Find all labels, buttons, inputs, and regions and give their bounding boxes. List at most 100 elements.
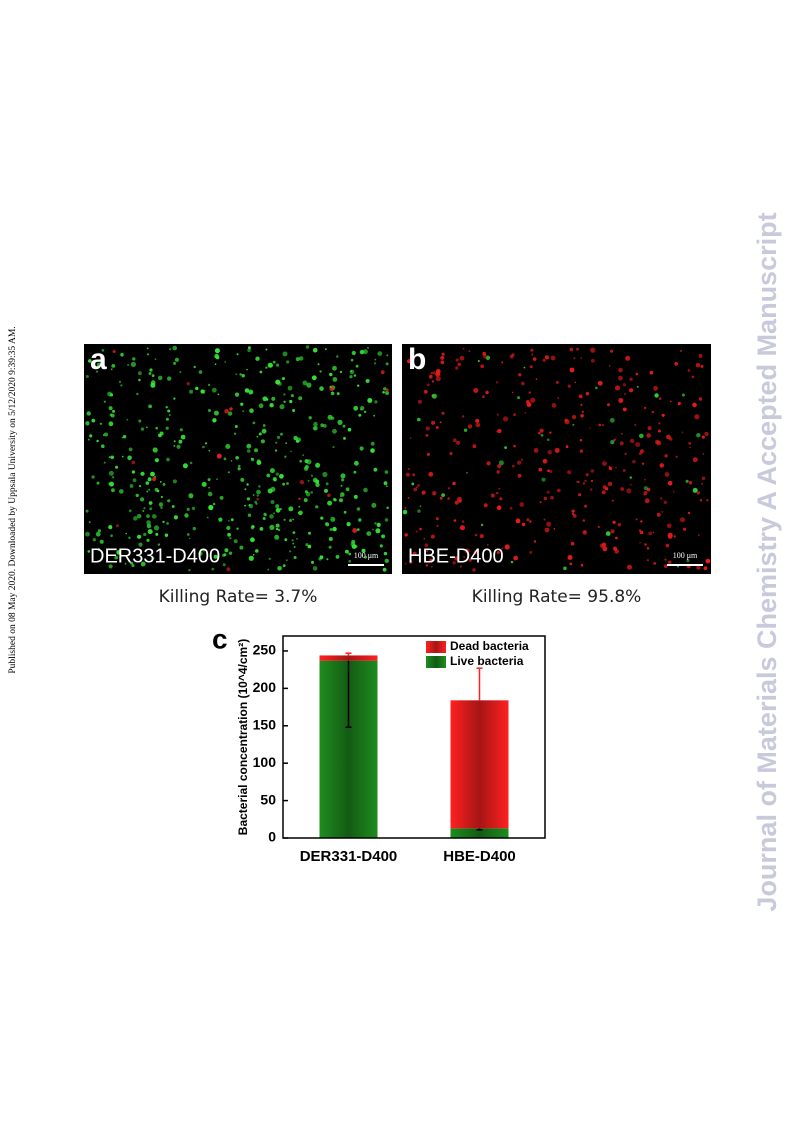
cell-dot (277, 381, 282, 386)
cell-dot (127, 364, 130, 366)
cell-dot (244, 488, 247, 491)
cell-dot (281, 377, 285, 381)
cell-dot (459, 355, 465, 361)
cell-dot (159, 431, 164, 436)
cell-dot (235, 456, 239, 460)
cell-dot (452, 481, 456, 486)
cell-dot (439, 496, 443, 500)
cell-dot (539, 428, 544, 433)
cell-dot (542, 459, 547, 463)
cell-dot (435, 426, 439, 429)
cell-dot (101, 348, 105, 352)
cell-dot (247, 513, 252, 517)
cell-dot (198, 370, 203, 374)
cell-dot (122, 435, 127, 439)
cell-dot (350, 370, 353, 373)
killing-rate: Killing Rate= 3.7% (159, 587, 318, 607)
cell-dot (279, 473, 284, 479)
cell-dot (217, 393, 220, 396)
cell-dot (569, 347, 574, 352)
cell-dot (365, 379, 370, 383)
cell-dot (345, 549, 349, 554)
cell-dot (618, 367, 623, 373)
cell-dot (640, 520, 643, 523)
cell-dot (240, 402, 244, 406)
cell-dot (353, 494, 358, 499)
cell-dot (503, 416, 509, 422)
cell-dot (622, 407, 627, 412)
cell-dot (327, 414, 333, 420)
cell-dot (148, 372, 152, 375)
cell-dot (258, 485, 261, 488)
cell-dot (677, 401, 681, 405)
cell-dot (604, 487, 609, 491)
cell-dot (532, 357, 537, 361)
cell-dot (108, 525, 113, 530)
cell-dot (108, 406, 113, 411)
cell-dot (225, 444, 231, 449)
cell-dot (513, 555, 519, 561)
cell-dot (353, 374, 357, 377)
cell-dot (149, 507, 153, 511)
cell-dot (115, 524, 119, 528)
cell-dot (249, 408, 254, 414)
cell-dot (648, 531, 652, 536)
cell-dot (138, 371, 142, 376)
panel-label: c (212, 623, 228, 654)
cell-dot (138, 378, 141, 382)
cell-dot (463, 556, 466, 558)
cell-dot (129, 484, 134, 488)
cell-dot (384, 518, 389, 522)
cell-dot (148, 501, 153, 505)
cell-dot (248, 503, 254, 509)
cell-dot (279, 508, 282, 510)
cell-dot (520, 381, 525, 386)
cell-dot (667, 480, 673, 486)
cell-dot (87, 438, 90, 441)
cell-dot (423, 389, 428, 394)
cell-dot (339, 370, 343, 374)
cell-dot (290, 394, 294, 398)
cell-dot (533, 540, 537, 543)
cell-dot (242, 410, 245, 412)
cell-dot (166, 522, 169, 525)
cell-dot (468, 558, 472, 562)
cell-dot (302, 454, 305, 456)
cell-dot (627, 564, 632, 570)
cell-dot (619, 441, 624, 446)
cell-dot (455, 366, 459, 370)
cell-dot (275, 472, 279, 476)
cell-dot (328, 537, 333, 541)
plot-frame (282, 635, 546, 839)
cell-dot (573, 514, 577, 518)
cell-dot (666, 434, 671, 440)
cell-dot (452, 561, 456, 565)
cell-dot (384, 470, 389, 474)
cell-dot (298, 396, 303, 401)
cell-dot (112, 409, 115, 413)
cell-dot (228, 551, 233, 555)
cell-dot (625, 355, 631, 361)
cell-dot (329, 372, 333, 377)
cell-dot (646, 433, 651, 438)
cell-dot (544, 527, 550, 533)
cell-dot (108, 421, 114, 427)
cell-dot (585, 473, 589, 477)
cell-dot (159, 481, 162, 483)
cell-dot (542, 358, 546, 362)
cell-dot (584, 504, 587, 508)
cell-dot (173, 444, 176, 447)
cell-dot (550, 355, 556, 361)
cell-dot (458, 499, 462, 503)
cell-dot (498, 460, 504, 466)
cell-dot (517, 460, 522, 465)
cell-dot (327, 500, 333, 506)
cell-dot (132, 478, 137, 483)
cell-dot (383, 551, 388, 556)
cell-dot (454, 556, 459, 561)
cell-dot (307, 544, 312, 549)
cell-dot (178, 439, 183, 444)
cell-dot (101, 444, 105, 449)
cell-dot (644, 478, 646, 481)
cell-dot (364, 555, 367, 559)
